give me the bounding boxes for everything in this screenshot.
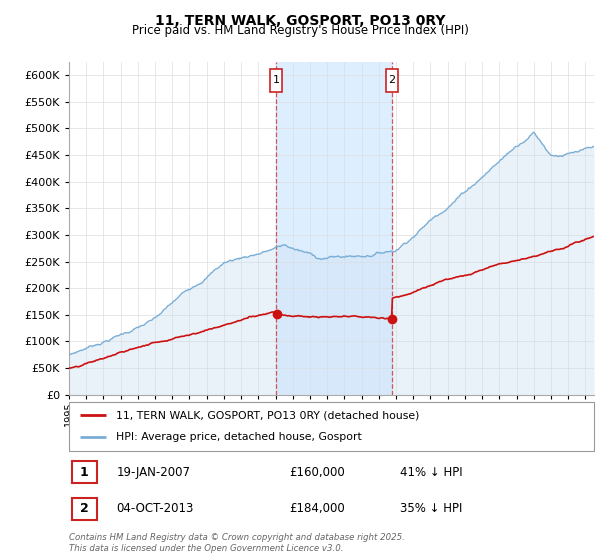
Text: 41% ↓ HPI: 41% ↓ HPI <box>400 466 463 479</box>
Text: 11, TERN WALK, GOSPORT, PO13 0RY (detached house): 11, TERN WALK, GOSPORT, PO13 0RY (detach… <box>116 410 419 421</box>
Bar <box>277 62 392 395</box>
FancyBboxPatch shape <box>386 68 398 92</box>
FancyBboxPatch shape <box>69 402 594 451</box>
FancyBboxPatch shape <box>71 498 97 520</box>
Text: HPI: Average price, detached house, Gosport: HPI: Average price, detached house, Gosp… <box>116 432 362 442</box>
Text: Price paid vs. HM Land Registry's House Price Index (HPI): Price paid vs. HM Land Registry's House … <box>131 24 469 37</box>
Text: 04-OCT-2013: 04-OCT-2013 <box>116 502 194 515</box>
Text: 35% ↓ HPI: 35% ↓ HPI <box>400 502 462 515</box>
Text: £184,000: £184,000 <box>290 502 345 515</box>
Text: 2: 2 <box>80 502 89 515</box>
Text: 11, TERN WALK, GOSPORT, PO13 0RY: 11, TERN WALK, GOSPORT, PO13 0RY <box>155 14 445 28</box>
FancyBboxPatch shape <box>71 461 97 483</box>
Text: 19-JAN-2007: 19-JAN-2007 <box>116 466 190 479</box>
Text: 1: 1 <box>273 75 280 85</box>
Text: 1: 1 <box>80 466 89 479</box>
Text: £160,000: £160,000 <box>290 466 345 479</box>
Text: Contains HM Land Registry data © Crown copyright and database right 2025.
This d: Contains HM Land Registry data © Crown c… <box>69 533 405 553</box>
FancyBboxPatch shape <box>271 68 283 92</box>
Text: 2: 2 <box>388 75 395 85</box>
